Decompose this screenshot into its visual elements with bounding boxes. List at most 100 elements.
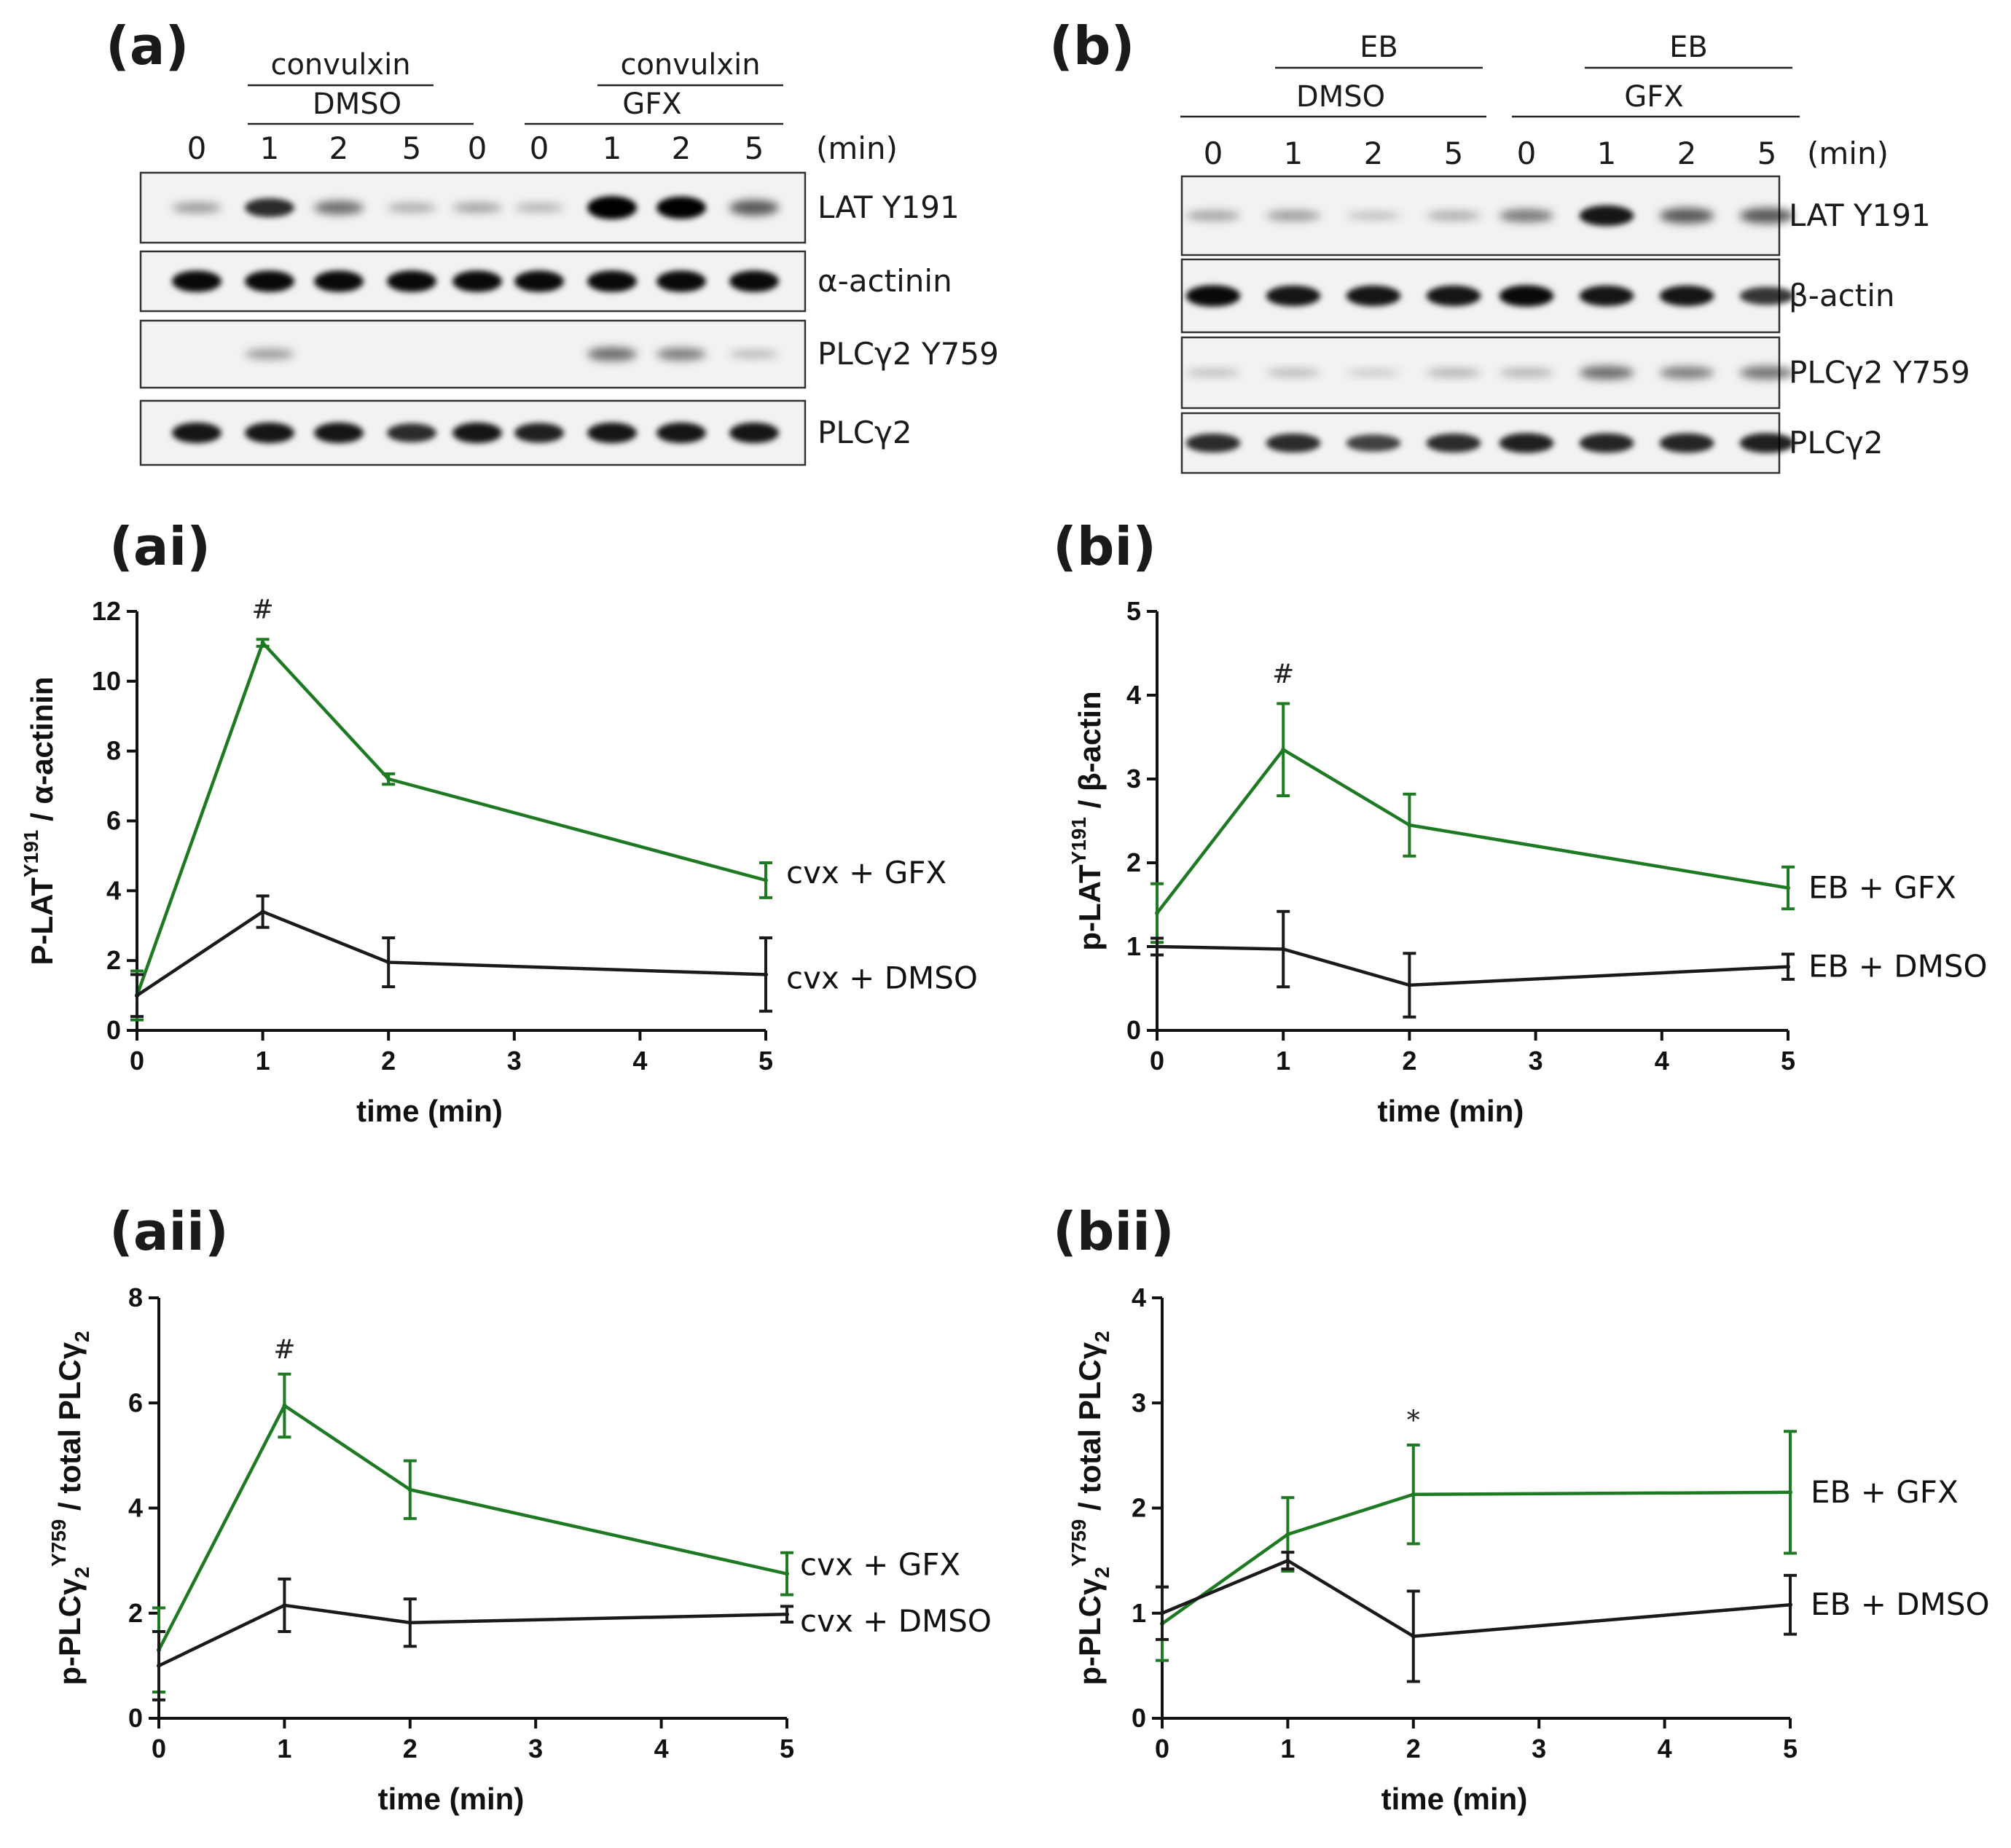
- blot-band: [656, 270, 706, 292]
- series-label: EB + GFX: [1811, 1474, 1959, 1510]
- blot-band: [729, 270, 779, 292]
- y-tick-label: 4: [106, 875, 121, 905]
- y-title-sub: 2: [1091, 1567, 1113, 1578]
- y-tick-label: 0: [128, 1703, 143, 1733]
- y-tick-label: 4: [128, 1493, 143, 1523]
- series-label: EB + GFX: [1808, 870, 1956, 906]
- blot-band: [1266, 369, 1321, 377]
- lane-time-label: 2: [1364, 136, 1384, 171]
- blot-band: [514, 423, 564, 443]
- lane-time-label: 2: [329, 130, 349, 166]
- blot-band: [1426, 211, 1481, 221]
- blot-band: [587, 422, 637, 444]
- x-axis-title: time (min): [356, 1094, 503, 1128]
- y-tick-label: 4: [1126, 680, 1141, 710]
- blot-band: [1579, 433, 1634, 453]
- blot-row-label: LAT Y191: [1789, 197, 1931, 233]
- y-tick-label: 12: [92, 596, 121, 626]
- lane-time-label: 2: [1677, 136, 1697, 171]
- blot-band: [452, 203, 502, 213]
- x-tick-label: 1: [256, 1046, 270, 1076]
- lane-time-label: 5: [1757, 136, 1777, 171]
- y-title-rest: / β-actin: [1073, 691, 1107, 817]
- panel-label: (b): [1049, 15, 1134, 77]
- blot-band: [514, 270, 564, 292]
- series-label: cvx + GFX: [786, 855, 946, 890]
- x-axis-title: time (min): [1378, 1094, 1524, 1128]
- y-title-rest: / total PLCγ: [52, 1342, 87, 1519]
- lane-time-label: 0: [468, 130, 487, 166]
- series-label: EB + DMSO: [1808, 949, 1988, 984]
- y-tick-label: 0: [1126, 1015, 1141, 1045]
- blot-band: [1185, 369, 1241, 377]
- lane-time-label: 0: [530, 130, 549, 166]
- x-tick-label: 3: [507, 1046, 522, 1076]
- series-line: [157, 1403, 788, 1651]
- x-tick-label: 2: [403, 1734, 418, 1763]
- x-tick-label: 4: [1655, 1046, 1669, 1076]
- data-point: [407, 1487, 412, 1492]
- blot-band: [1426, 434, 1481, 453]
- blot-band: [172, 422, 222, 444]
- blot-band: [452, 422, 502, 444]
- data-point: [1281, 947, 1286, 952]
- data-point: [407, 1620, 412, 1625]
- y-tick-label: 3: [1132, 1387, 1146, 1417]
- x-tick-label: 5: [780, 1734, 794, 1763]
- data-point: [1281, 747, 1286, 752]
- blot-band: [1426, 285, 1481, 307]
- data-point: [1285, 1558, 1290, 1563]
- blot-band: [245, 270, 294, 292]
- data-point: [1407, 982, 1412, 987]
- blot-band: [1739, 366, 1795, 380]
- y-tick-label: 0: [1132, 1703, 1146, 1733]
- data-point: [282, 1403, 287, 1408]
- significance-marker: #: [273, 1335, 295, 1365]
- blot-band: [314, 422, 364, 444]
- chart-bi: (bi) 0 1 2 3 4 5 0 1 2 3 4 5 time (min) p-LATY191 / β-…: [1053, 516, 1988, 1128]
- x-tick-label: 2: [1402, 1046, 1416, 1076]
- lane-time-label: 5: [1444, 136, 1464, 171]
- panel-label: (a): [106, 15, 189, 77]
- blot-band: [729, 350, 779, 359]
- data-point: [1155, 944, 1159, 949]
- x-tick-label: 1: [277, 1734, 291, 1763]
- y-tick-label: 1: [1132, 1598, 1146, 1628]
- blot-band: [1739, 208, 1795, 224]
- lane-time-label: 1: [603, 130, 622, 166]
- data-point: [282, 1602, 287, 1608]
- y-tick-label: 2: [1132, 1493, 1146, 1523]
- series-line: [136, 909, 767, 997]
- series-line: [1161, 1490, 1791, 1626]
- x-tick-label: 2: [1406, 1734, 1421, 1763]
- y-axis-title: p-PLCγ2Y759 / total PLCγ2: [1067, 1331, 1113, 1685]
- blot-row-label: PLCγ2: [1789, 425, 1883, 461]
- agonist-label: EB: [1669, 31, 1708, 64]
- y-tick-label: 5: [1126, 596, 1141, 626]
- data-point: [1407, 823, 1412, 828]
- blot-band: [387, 203, 436, 213]
- blot-band: [514, 203, 564, 212]
- data-point: [1411, 1492, 1416, 1497]
- series-label: cvx + DMSO: [800, 1603, 992, 1639]
- series-line: [158, 1603, 788, 1667]
- x-tick-label: 5: [758, 1046, 773, 1076]
- y-title-main: P-LAT: [25, 877, 59, 966]
- data-point: [1155, 911, 1159, 915]
- data-point: [260, 909, 265, 915]
- blot-band: [1185, 211, 1241, 221]
- blot-band: [1579, 366, 1634, 380]
- x-tick-label: 1: [1276, 1046, 1290, 1076]
- blot-band: [245, 422, 294, 444]
- x-tick-label: 1: [1280, 1734, 1295, 1763]
- blot-band: [1659, 208, 1714, 224]
- y-tick-label: 10: [92, 666, 121, 696]
- blot-band: [1499, 433, 1554, 453]
- lane-time-label: 0: [1204, 136, 1223, 171]
- panel-label: (bi): [1053, 516, 1156, 577]
- blot-band: [656, 422, 706, 444]
- y-title-sup: Y191: [20, 830, 42, 877]
- series-line: [1156, 944, 1789, 987]
